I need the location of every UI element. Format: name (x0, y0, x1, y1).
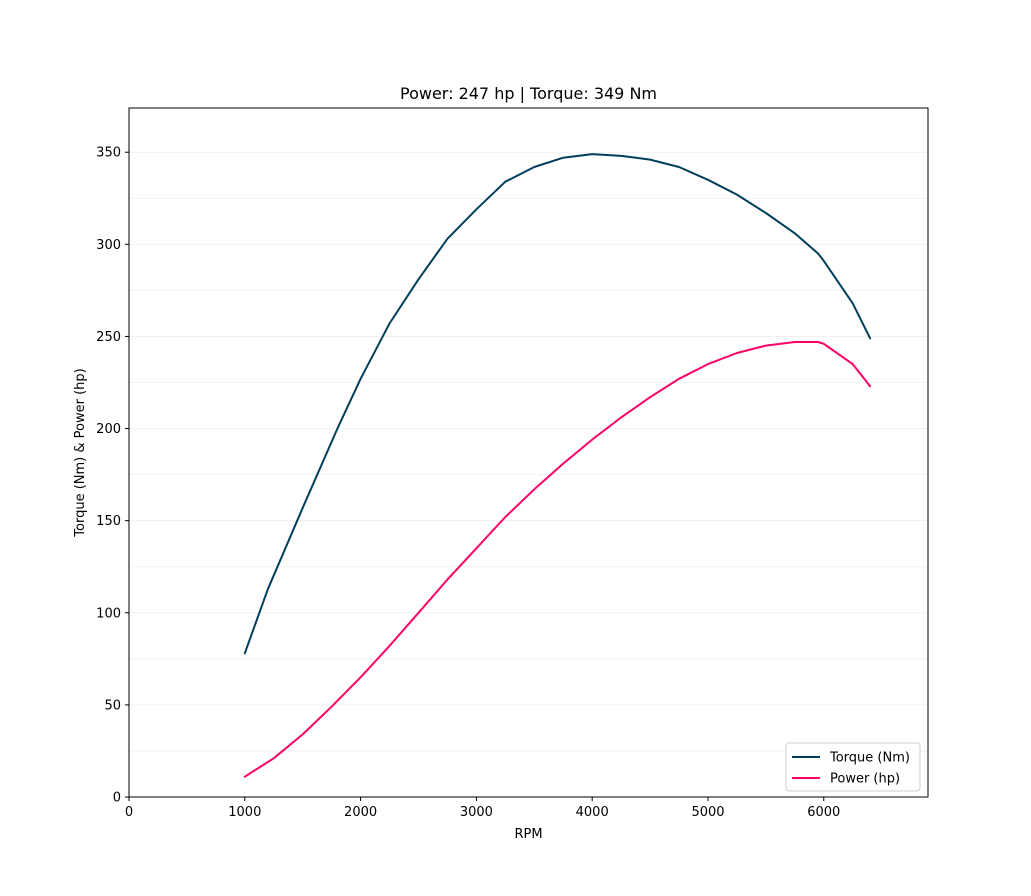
x-axis: 0 1000 2000 3000 4000 5000 6000 (125, 797, 840, 820)
x-tick-label: 2000 (344, 805, 377, 820)
grid-lines (129, 151, 928, 752)
series-line-torque (243, 153, 872, 655)
y-tick-label: 50 (104, 698, 121, 713)
y-tick-label: 0 (113, 791, 121, 806)
legend-label: Torque (Nm) (829, 751, 910, 766)
y-axis: 0 50 100 150 200 250 300 350 (96, 146, 129, 806)
legend-label: Power (hp) (830, 772, 900, 787)
y-tick-label: 150 (96, 514, 121, 529)
legend: Torque (Nm) Power (hp) (785, 742, 921, 792)
y-axis-label: Torque (Nm) & Power (hp) (73, 368, 88, 537)
series-layer (243, 153, 872, 778)
chart-title: Power: 247 hp | Torque: 349 Nm (400, 84, 657, 103)
y-tick-label: 200 (96, 422, 121, 437)
y-tick-label: 300 (96, 238, 121, 253)
plot-frame (128, 107, 929, 798)
x-axis-label: RPM (514, 827, 542, 842)
x-tick-label: 3000 (460, 805, 493, 820)
x-tick-label: 5000 (691, 805, 724, 820)
y-tick-label: 100 (96, 606, 121, 621)
x-tick-label: 0 (125, 805, 133, 820)
y-tick-label: 350 (96, 146, 121, 161)
x-tick-label: 1000 (228, 805, 261, 820)
x-tick-label: 4000 (576, 805, 609, 820)
y-tick-label: 250 (96, 330, 121, 345)
x-tick-label: 6000 (807, 805, 840, 820)
series-line-power (243, 341, 872, 778)
